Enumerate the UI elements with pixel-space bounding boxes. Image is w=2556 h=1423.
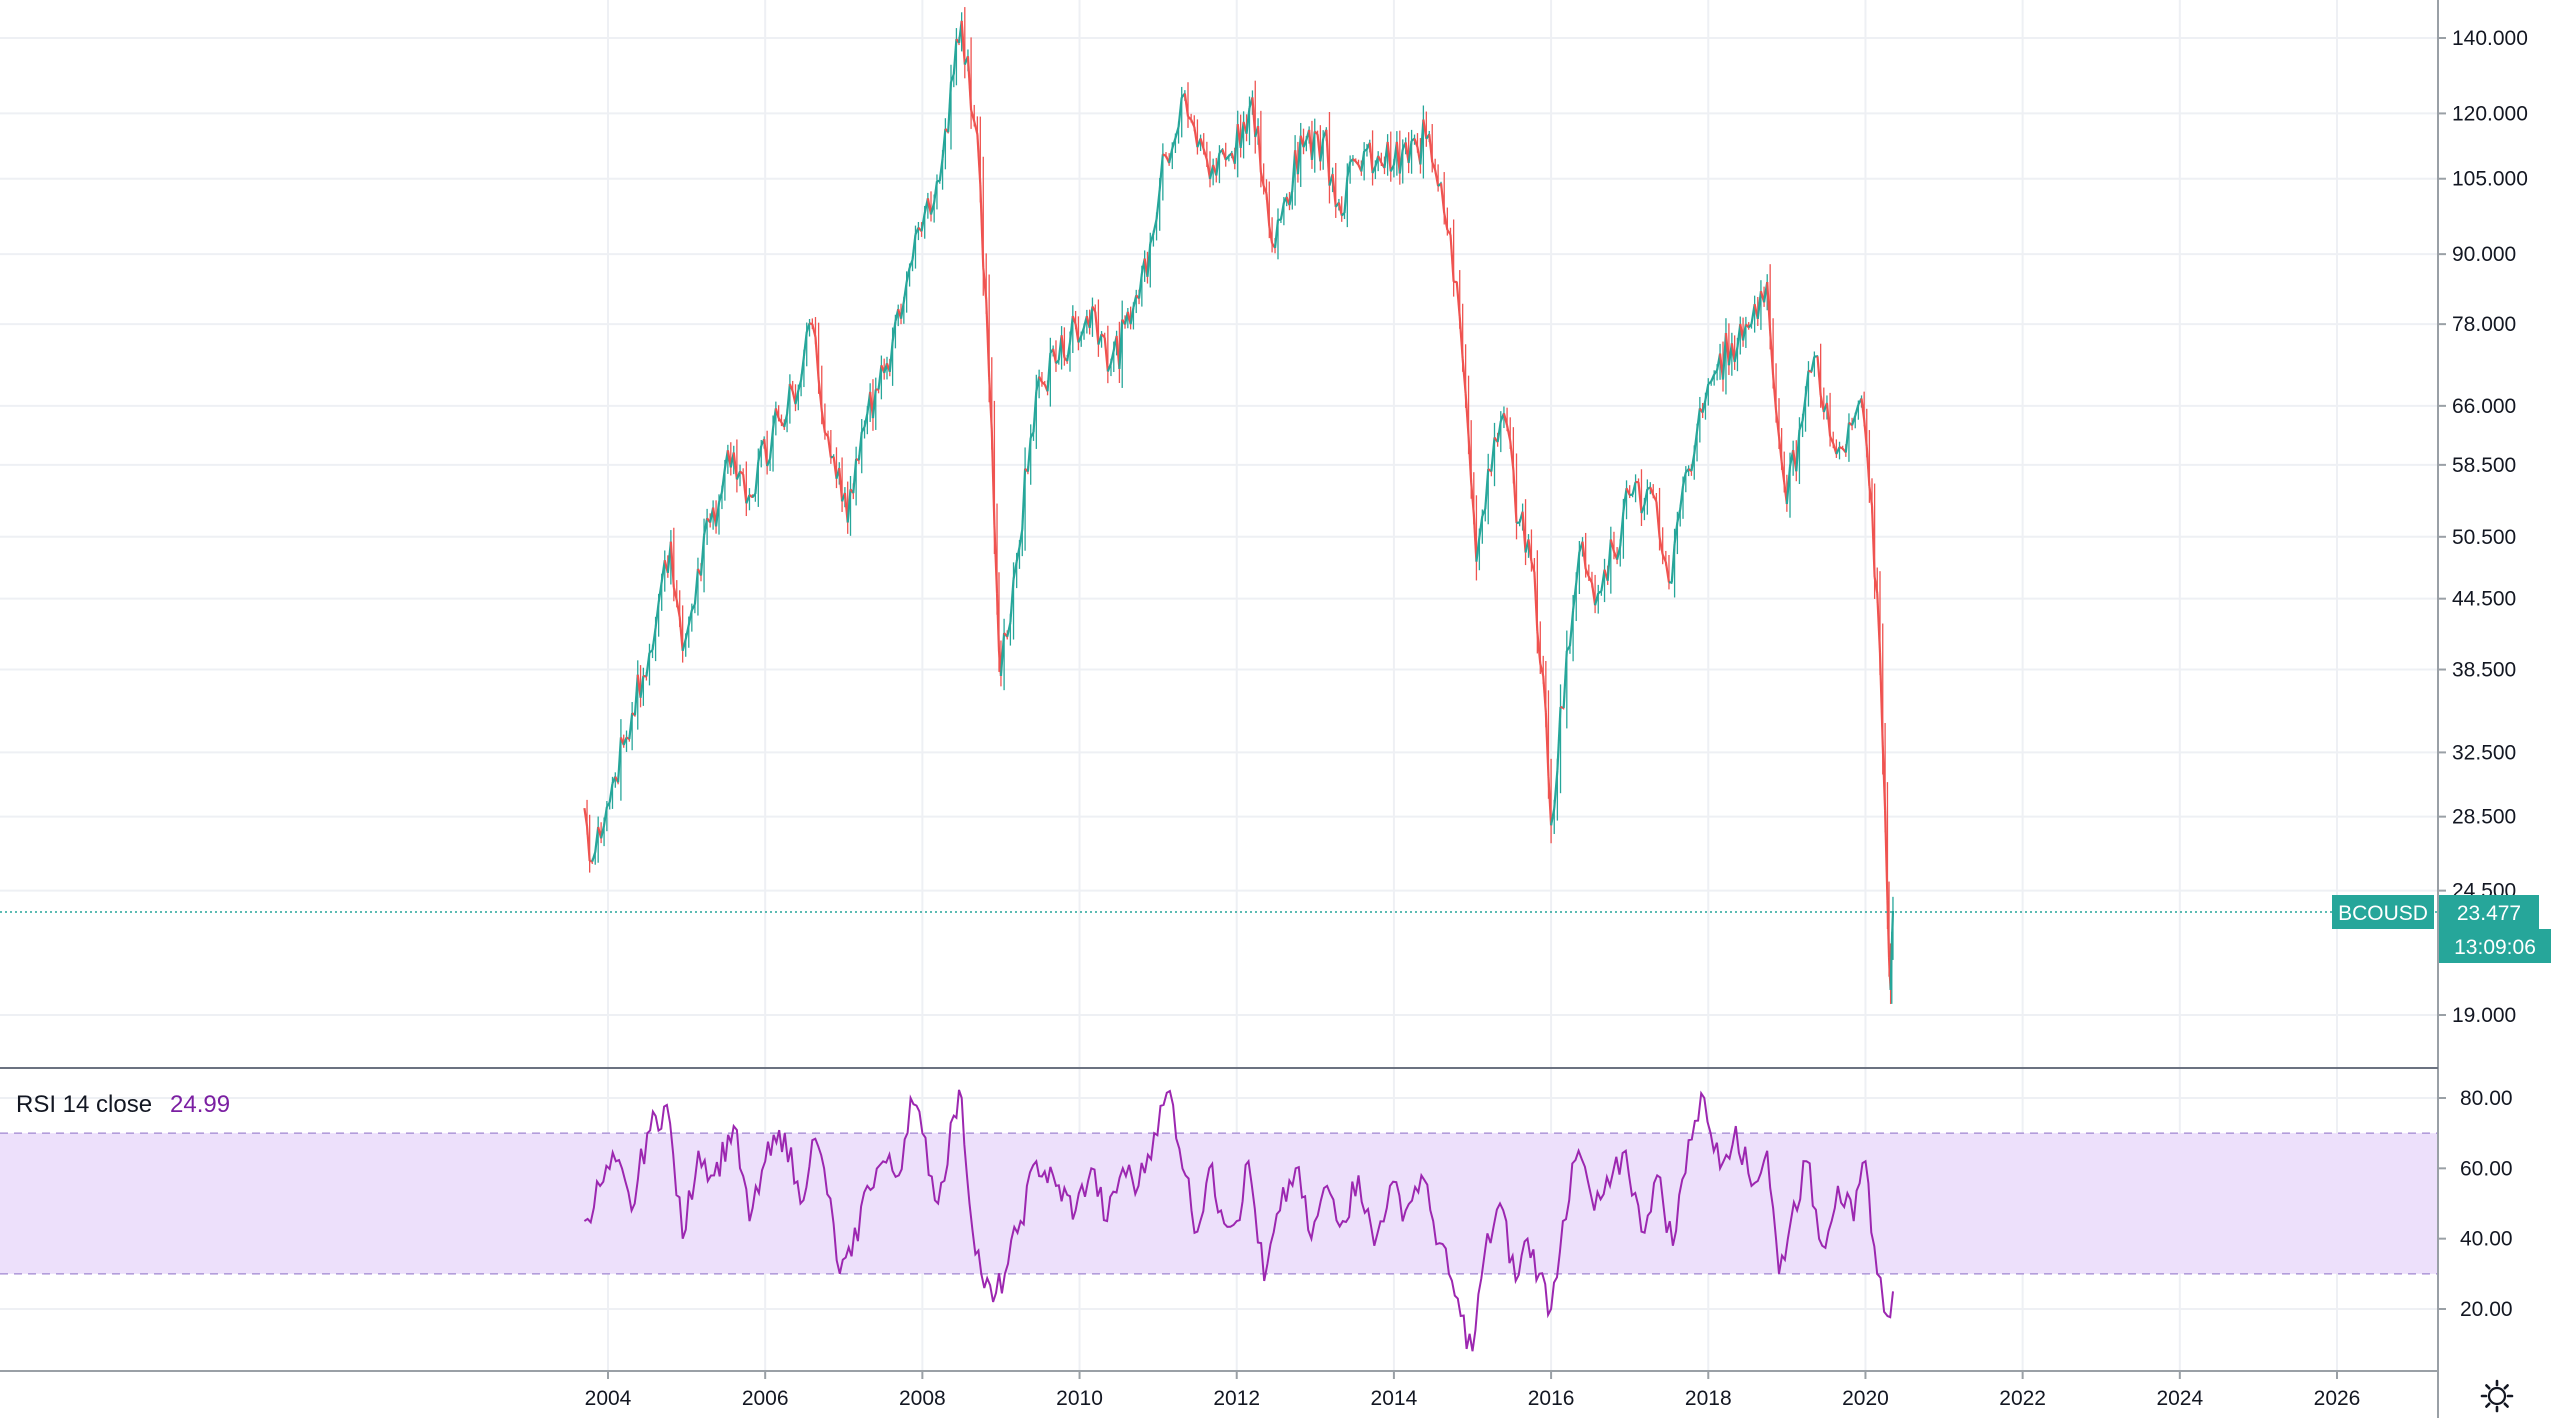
rsi-band [0,1133,2438,1274]
rsi-tick-label: 80.00 [2460,1087,2513,1110]
price-tick-label: 19.000 [2452,1004,2516,1027]
time-tick-label: 2008 [899,1387,946,1410]
last-price-label: 23.477 [2457,902,2521,925]
price-tick-label: 140.000 [2452,27,2528,50]
settings-gear-icon[interactable] [2482,1381,2512,1411]
time-tick-label: 2024 [2156,1387,2203,1410]
price-tick-label: 38.500 [2452,659,2516,682]
time-tick-label: 2004 [585,1387,632,1410]
rsi-title[interactable]: RSI 14 close [16,1091,152,1118]
time-tick-label: 2018 [1685,1387,1732,1410]
rsi-tick-label: 40.00 [2460,1228,2513,1251]
symbol-label: BCOUSD [2338,902,2428,925]
time-tick-label: 2006 [742,1387,789,1410]
price-axis[interactable]: 140.000 120.000 105.000 90.000 78.000 66.000 5… [2438,27,2528,1027]
time-axis[interactable]: 2004 2006 2008 2010 2012 2014 2016 2018 2020 2022… [585,1371,2361,1410]
price-tick-label: 105.000 [2452,168,2528,191]
price-series [584,7,1893,1004]
price-tick-label: 66.000 [2452,395,2516,418]
price-tick-label: 32.500 [2452,741,2516,764]
time-tick-label: 2014 [1371,1387,1418,1410]
price-tick-label: 28.500 [2452,806,2516,829]
price-tick-label: 120.000 [2452,102,2528,125]
price-tick-label: 78.000 [2452,313,2516,336]
price-tick-label: 90.000 [2452,243,2516,266]
rsi-value: 24.99 [170,1091,230,1118]
time-tick-label: 2010 [1056,1387,1103,1410]
time-tick-label: 2012 [1213,1387,1260,1410]
rsi-tick-label: 20.00 [2460,1298,2513,1321]
price-tick-label: 44.500 [2452,588,2516,611]
rsi-axis[interactable]: 80.00 60.00 40.00 20.00 [2438,1087,2513,1321]
time-tick-label: 2016 [1528,1387,1575,1410]
time-tick-label: 2022 [1999,1387,2046,1410]
countdown-badge: 13:09:06 [2439,929,2551,963]
rsi-tick-label: 60.00 [2460,1157,2513,1180]
price-tick-label: 50.500 [2452,526,2516,549]
last-price-badge: 23.477 [2439,895,2539,929]
price-tick-label: 58.500 [2452,454,2516,477]
time-tick-label: 2026 [2314,1387,2361,1410]
time-tick-label: 2020 [1842,1387,1889,1410]
symbol-badge: BCOUSD [2332,895,2434,929]
countdown-label: 13:09:06 [2454,936,2536,959]
